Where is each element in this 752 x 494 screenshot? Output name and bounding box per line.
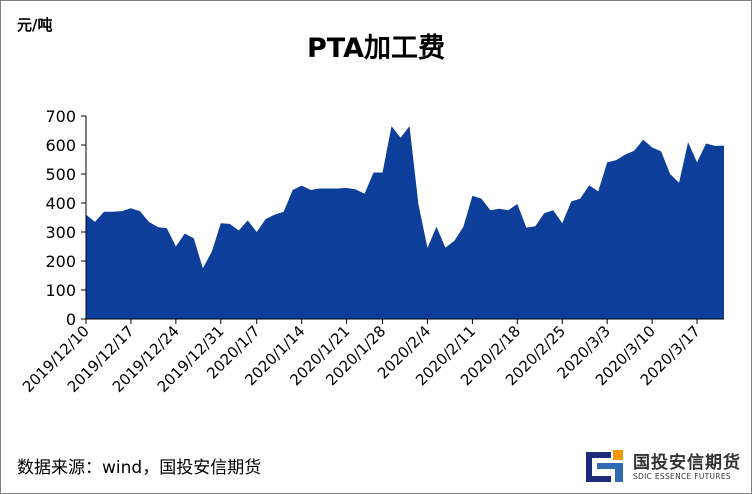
- y-tick-label: 300: [45, 223, 76, 242]
- y-tick-label: 600: [45, 136, 76, 155]
- y-axis-unit-label: 元/吨: [17, 16, 53, 34]
- x-axis-ticks: 2019/12/102019/12/172019/12/242019/12/31…: [19, 319, 704, 396]
- y-tick-label: 500: [45, 165, 76, 184]
- company-logo: 国投安信期货 SDIC ESSENCE FUTURES: [583, 444, 748, 488]
- source-note: 数据来源：wind，国投安信期货: [17, 458, 262, 478]
- y-tick-label: 0: [66, 310, 76, 329]
- logo-mark-icon: [586, 450, 623, 482]
- y-tick-label: 700: [45, 107, 76, 126]
- y-tick-label: 400: [45, 194, 76, 213]
- y-tick-label: 200: [45, 252, 76, 271]
- chart-title: PTA加工费: [306, 33, 445, 64]
- axes: [85, 116, 724, 320]
- logo-company-name: 国投安信期货: [633, 453, 741, 473]
- y-axis-ticks: 0 100 200 300 400 500 600 700: [45, 107, 86, 329]
- y-tick-label: 100: [45, 281, 76, 300]
- area-fill: [86, 126, 724, 320]
- area-series: [86, 126, 724, 320]
- logo-company-english: SDIC ESSENCE FUTURES: [633, 472, 731, 481]
